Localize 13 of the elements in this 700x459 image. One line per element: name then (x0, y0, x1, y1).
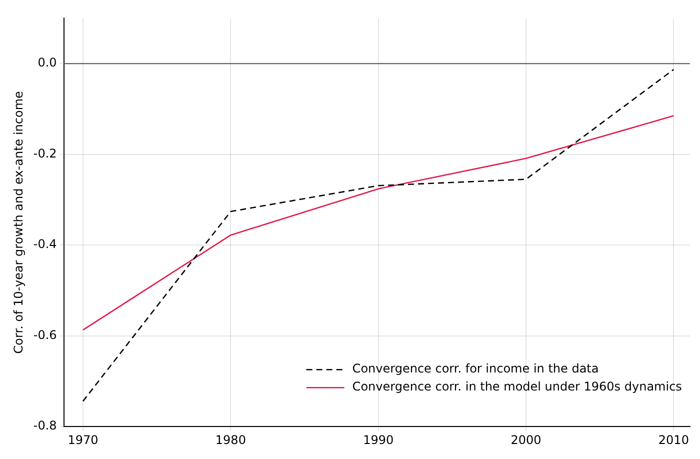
legend-label: Convergence corr. for income in the data (352, 362, 599, 376)
y-tick-label: -0.4 (33, 237, 57, 252)
legend-label: Convergence corr. in the model under 1960s dynamics (352, 380, 682, 394)
y-axis-title: Corr. of 10-year growth and ex-ante income (11, 91, 26, 354)
x-tick-label: 2010 (658, 432, 689, 447)
x-tick-label: 1990 (363, 432, 394, 447)
y-tick-label: -0.2 (33, 146, 57, 160)
y-tick-label: -0.6 (33, 328, 57, 342)
y-tick-label: -0.8 (33, 418, 57, 433)
y-tick-label: 0.0 (38, 56, 57, 70)
x-tick-label: 1970 (68, 432, 98, 447)
x-tick-label: 2000 (510, 432, 542, 447)
x-tick-label: 1980 (215, 432, 246, 447)
